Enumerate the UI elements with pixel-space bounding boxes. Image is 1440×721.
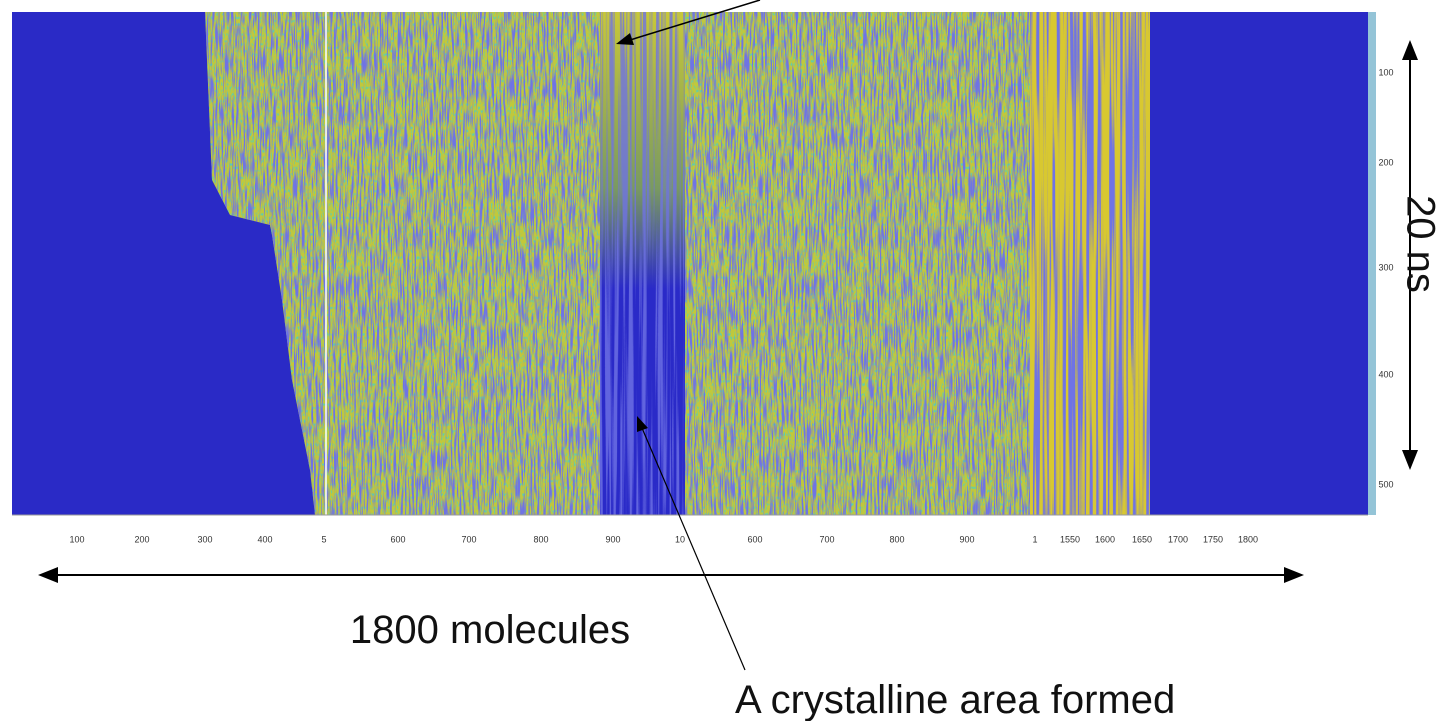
crystal-annotation: A crystalline area formed [735,678,1175,721]
x-tick-label: 1700 [1168,534,1188,544]
arrows [38,0,1418,671]
y-tick-label: 200 [1378,157,1393,167]
x-tick-label: 1800 [1238,534,1258,544]
x-tick-label: 900 [605,534,620,544]
y-tick-label: 300 [1378,262,1393,272]
x-tick-label: 1650 [1132,534,1152,544]
x-span-label: 1800 molecules [350,608,630,652]
x-tick-label: 900 [959,534,974,544]
x-tick-label: 1550 [1060,534,1080,544]
x-tick-label: 600 [390,534,405,544]
y-tick-label: 100 [1378,67,1393,77]
x-tick-label: 700 [461,534,476,544]
x-tick-label: 100 [69,534,84,544]
x-tick-label: 800 [889,534,904,544]
x-tick-label: 200 [134,534,149,544]
x-tick-labels: 100 200 300 400 5 600 700 800 900 10 600… [69,534,1258,544]
x-tick-label: 300 [197,534,212,544]
x-tick-label: 1750 [1203,534,1223,544]
x-tick-label: 5 [321,534,326,544]
x-tick-label: 10 [675,534,685,544]
x-tick-label: 700 [819,534,834,544]
x-tick-label: 600 [747,534,762,544]
heatmap [12,12,1376,547]
y-tick-label: 400 [1378,369,1393,379]
y-tick-labels: 100 200 300 400 500 [1378,67,1393,489]
y-tick-label: 500 [1378,479,1393,489]
x-tick-label: 1600 [1095,534,1115,544]
x-tick-label: 1 [1032,534,1037,544]
x-tick-label: 800 [533,534,548,544]
y-span-label: 20 ns [1398,195,1440,293]
x-tick-label: 400 [257,534,272,544]
